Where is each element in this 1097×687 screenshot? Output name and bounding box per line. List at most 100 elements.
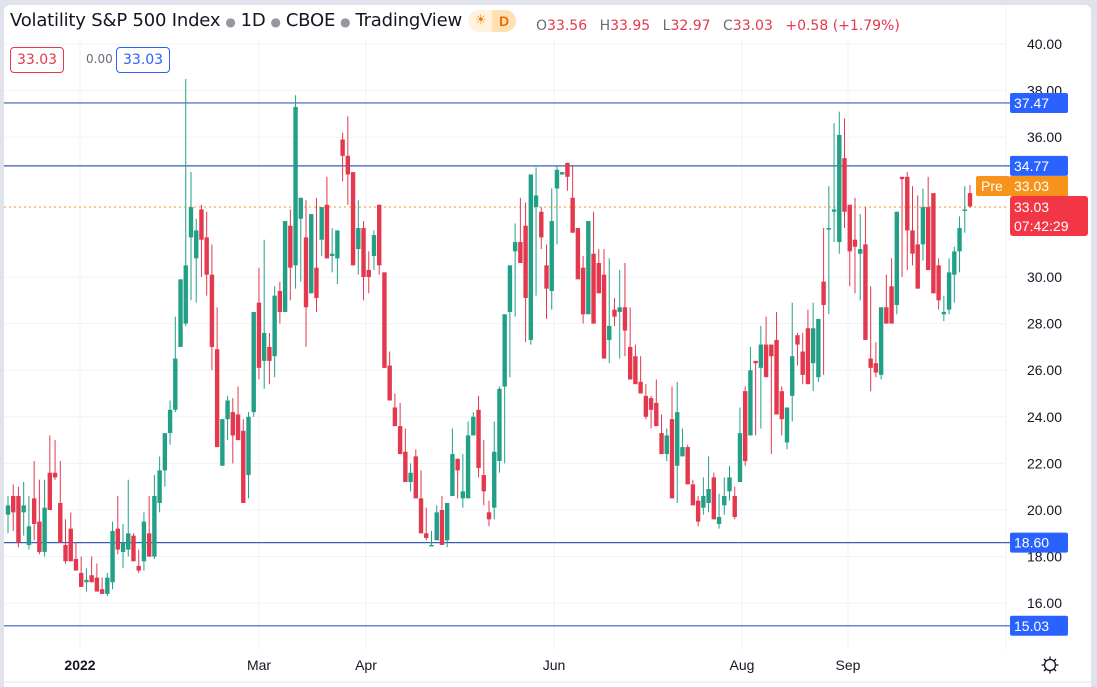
candle [784, 407, 790, 443]
candle [340, 139, 345, 156]
candle [84, 579, 89, 583]
candle [758, 344, 764, 368]
candle [586, 221, 591, 315]
candle [706, 489, 711, 504]
candle [905, 176, 910, 231]
candle [711, 477, 717, 520]
gear-icon[interactable] [1040, 655, 1060, 675]
candle [544, 265, 549, 289]
candle [110, 530, 115, 583]
candle [392, 407, 398, 427]
candle [925, 207, 931, 271]
candle [852, 239, 858, 247]
candle [580, 267, 586, 315]
candle [722, 496, 727, 506]
time-tick: Sep [836, 657, 861, 673]
grid-lines [4, 5, 1007, 650]
price-tick: 36.00 [1027, 129, 1062, 145]
interval[interactable]: 1D [240, 10, 266, 31]
symbol-name[interactable]: Volatility S&P 500 Index [10, 10, 221, 31]
candle [282, 221, 288, 312]
candle [439, 510, 445, 545]
candles[interactable] [5, 78, 973, 597]
candle [178, 279, 183, 347]
candle [162, 433, 168, 471]
candle [63, 544, 68, 562]
candle [471, 416, 476, 436]
candle [559, 172, 565, 175]
candle [842, 158, 847, 212]
candle [99, 589, 105, 594]
open-value: 33.56 [547, 18, 588, 34]
candle [460, 491, 466, 499]
candle [810, 328, 816, 364]
candle [800, 351, 805, 375]
candle [267, 346, 272, 361]
time-axis[interactable]: 2022 Mar Apr Jun Aug Sep [64, 657, 860, 673]
chart-panel [4, 5, 1091, 687]
candle [225, 400, 230, 420]
candle [695, 500, 701, 522]
candle [716, 516, 722, 524]
candle [941, 311, 947, 315]
candle [523, 225, 528, 298]
candle [424, 533, 429, 538]
candle [847, 204, 852, 252]
candle [889, 286, 894, 324]
candle [837, 134, 842, 243]
time-tick: 2022 [64, 657, 95, 673]
candle [214, 349, 220, 448]
candle [858, 249, 863, 254]
candle [633, 356, 638, 385]
candle [220, 419, 225, 466]
candle [779, 391, 784, 420]
session-badge[interactable]: ☀ D [468, 10, 516, 32]
candle [742, 391, 748, 462]
pre-price-label: 33.03 [1014, 178, 1049, 194]
candle [403, 451, 408, 483]
candle [627, 346, 633, 380]
time-tick: Aug [730, 657, 755, 673]
candle [884, 307, 889, 324]
candle [251, 311, 256, 413]
candle [335, 230, 340, 259]
candle [434, 512, 439, 541]
candle [795, 335, 800, 345]
candle [5, 505, 11, 515]
candle [575, 228, 581, 280]
level-price-label: 15.03 [1014, 618, 1049, 634]
candle [539, 211, 544, 238]
candle [570, 197, 575, 233]
candle [612, 309, 617, 317]
session-badge-label: D [492, 10, 516, 32]
candle [476, 409, 481, 469]
level-price-label: 18.60 [1014, 535, 1049, 551]
source: TradingView [355, 10, 462, 31]
candle [669, 419, 675, 499]
price-tick: 30.00 [1027, 269, 1062, 285]
level-price-tag [1010, 532, 1068, 553]
candle [329, 253, 335, 257]
candle [654, 402, 659, 427]
candle [450, 454, 455, 497]
separator-dot: ● [270, 15, 281, 29]
candle [293, 106, 298, 266]
low-value: 32.97 [670, 18, 711, 34]
candle [241, 430, 246, 504]
candle [805, 328, 811, 385]
candle [68, 528, 73, 562]
price-axis[interactable]: 40.0038.0036.0030.0028.0026.0024.0022.00… [976, 36, 1088, 636]
candle [512, 242, 518, 252]
chart-title: Volatility S&P 500 Index ● 1D ● CBOE ● Trading… [10, 10, 462, 31]
candle [152, 496, 157, 557]
high-value: 33.95 [610, 18, 651, 34]
candle [591, 253, 596, 324]
candle [126, 533, 131, 550]
buy-button[interactable]: 33.03 [116, 47, 171, 73]
candle [371, 235, 377, 257]
candle [701, 496, 706, 508]
candle [931, 193, 936, 294]
candle [831, 209, 837, 212]
sell-button[interactable]: 33.03 [10, 47, 65, 73]
